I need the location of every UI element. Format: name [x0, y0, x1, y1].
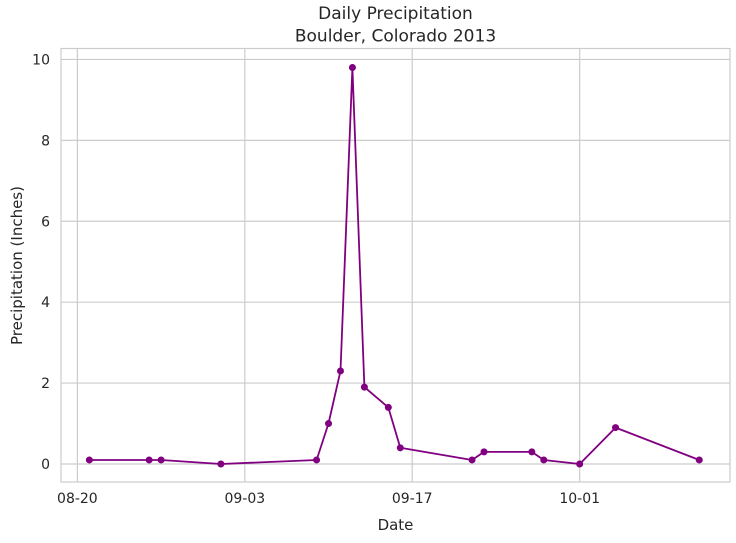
x-tick-label: 08-20: [57, 491, 98, 507]
y-tick-label: 8: [41, 133, 50, 149]
data-point-marker: [528, 448, 536, 456]
data-point-marker: [576, 460, 584, 468]
data-point-marker: [157, 456, 165, 464]
data-point-marker: [396, 444, 404, 452]
x-tick-labels: 08-20 09-03 09-17 10-01: [57, 491, 600, 507]
data-point-marker: [325, 420, 333, 428]
data-point-marker: [540, 456, 548, 464]
data-point-marker: [612, 424, 620, 432]
y-axis-label: Precipitation (Inches): [8, 186, 26, 345]
y-tick-label: 6: [41, 214, 50, 230]
gridlines: [61, 48, 730, 482]
y-tick-labels: 0 2 4 6 8 10: [32, 52, 50, 473]
y-tick-label: 4: [41, 295, 50, 311]
plot-area: [61, 48, 730, 482]
x-tick-label: 09-17: [392, 491, 433, 507]
x-axis-label: Date: [378, 516, 414, 534]
chart-subtitle: Boulder, Colorado 2013: [295, 27, 496, 47]
data-point-marker: [85, 456, 93, 464]
data-point-marker: [468, 456, 476, 464]
x-tick-label: 10-01: [559, 491, 600, 507]
data-point-marker: [336, 367, 344, 375]
chart-title: Daily Precipitation: [318, 4, 473, 24]
data-point-marker: [313, 456, 321, 464]
data-point-marker: [145, 456, 153, 464]
data-line: [89, 66, 700, 465]
y-tick-label: 0: [41, 457, 50, 473]
y-tick-label: 10: [32, 52, 50, 68]
y-tick-label: 2: [41, 376, 50, 392]
data-series: [85, 64, 703, 468]
x-tick-label: 09-03: [224, 491, 265, 507]
data-point-marker: [348, 64, 356, 72]
data-point-marker: [217, 460, 225, 468]
data-point-marker: [360, 383, 368, 391]
axes-spines: [60, 47, 731, 483]
data-point-marker: [695, 456, 703, 464]
data-point-marker: [480, 448, 488, 456]
data-point-marker: [384, 403, 392, 411]
